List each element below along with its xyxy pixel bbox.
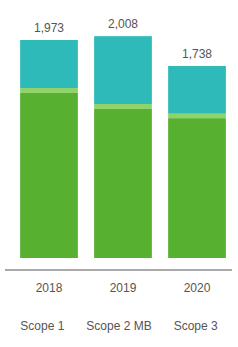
bar-segment <box>94 109 152 258</box>
bar-segment <box>94 104 152 109</box>
legend-label: Scope 1 <box>20 319 64 333</box>
bar-segment <box>94 36 152 104</box>
total-label: 1,738 <box>182 47 212 61</box>
chart-svg: 1,973 2,008 1,738 2018 2019 2020 Scope 1 Scope … <box>0 0 238 347</box>
bar-segment <box>20 40 78 88</box>
x-tick-label: 2018 <box>36 281 63 295</box>
bars <box>20 36 226 258</box>
bar-segment <box>20 93 78 258</box>
x-tick-label: 2019 <box>110 281 137 295</box>
total-label: 2,008 <box>108 17 138 31</box>
bar-segment <box>168 66 226 114</box>
bar-segment <box>168 114 226 118</box>
bar-segment <box>168 118 226 258</box>
legend-label: Scope 3 <box>174 319 218 333</box>
x-tick-label: 2020 <box>184 281 211 295</box>
chart-container: 1,973 2,008 1,738 2018 2019 2020 Scope 1 Scope … <box>0 0 238 347</box>
legend-label: Scope 2 MB <box>86 319 151 333</box>
total-label: 1,973 <box>34 21 64 35</box>
bar-segment <box>20 88 78 93</box>
x-axis-line <box>5 270 232 271</box>
